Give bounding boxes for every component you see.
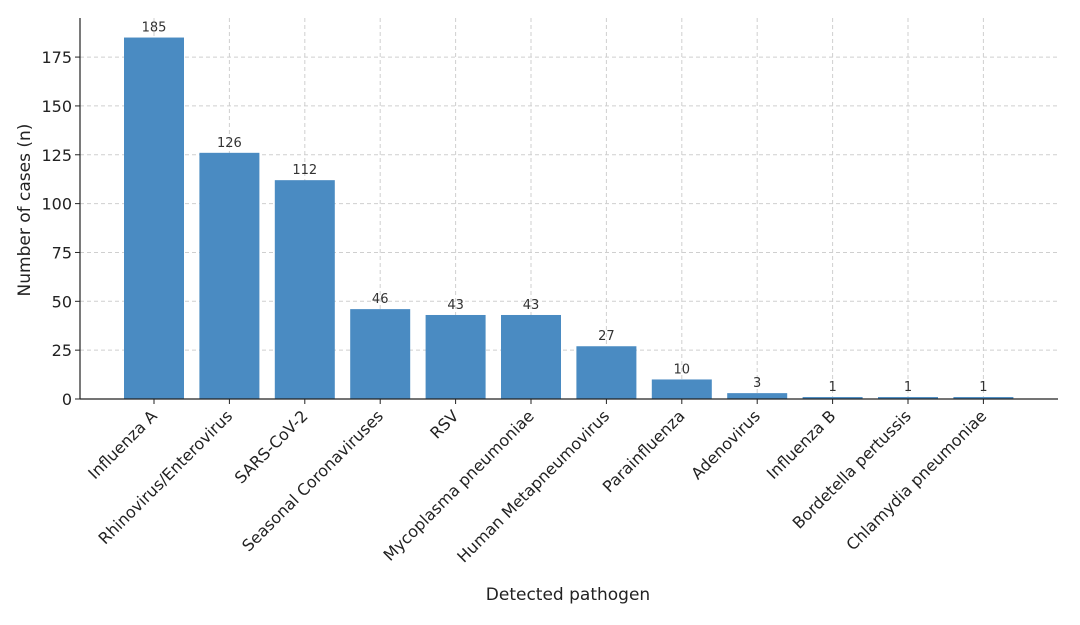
bar-value-label: 126 (217, 136, 242, 151)
bar-value-label: 3 (753, 376, 761, 391)
x-tick-label: Chlamydia pneumoniae (842, 406, 990, 554)
bar-value-label: 1 (904, 380, 912, 395)
bar (576, 346, 637, 399)
bar-value-label: 1 (828, 380, 836, 395)
x-tick-label: Rhinovirus/Enterovirus (95, 406, 237, 548)
bars (124, 37, 1014, 400)
x-tick-label: Influenza A (84, 406, 161, 483)
y-tick-label: 50 (52, 292, 72, 311)
y-tick-label: 150 (41, 97, 72, 116)
bar (425, 314, 486, 399)
bar (274, 180, 335, 399)
bar-value-label: 43 (523, 298, 540, 313)
bar-value-label: 112 (292, 163, 317, 178)
y-tick-label: 125 (41, 146, 72, 165)
bar (651, 379, 712, 399)
axes: 0 25 50 75 100 125 150 175 Influenza ARhinovirus… (41, 18, 1058, 566)
y-axis-title: Number of cases (n) (15, 124, 35, 297)
x-tick-label: Adenovirus (687, 406, 764, 483)
x-tick-label: RSV (426, 406, 462, 442)
bar-value-label: 185 (142, 21, 167, 36)
bar (727, 393, 788, 399)
bar (199, 152, 260, 399)
y-tick-label: 25 (52, 341, 72, 360)
x-tick-label: Seasonal Coronaviruses (238, 406, 387, 555)
bar-value-label: 1 (979, 380, 987, 395)
y-tick-label: 0 (62, 390, 72, 409)
data-labels: 185 126 112 46 43 43 27 10 3 1 1 1 (142, 21, 988, 396)
bar-value-label: 10 (674, 362, 691, 377)
bar (802, 397, 863, 399)
y-tick-label: 175 (41, 48, 72, 67)
x-tick-label: SARS-CoV-2 (231, 406, 312, 487)
y-tick-label: 100 (41, 195, 72, 214)
bar (124, 37, 184, 400)
bar (350, 309, 411, 399)
bar-value-label: 27 (598, 329, 615, 344)
bar (878, 397, 938, 399)
x-tick-label: Human Metapneumovirus (453, 406, 613, 566)
x-tick-label: Mycoplasma pneumoniae (379, 406, 537, 564)
bar (501, 314, 561, 399)
bar-value-label: 43 (447, 298, 464, 313)
bar (953, 397, 1014, 399)
x-tick-label: Influenza B (763, 406, 840, 483)
x-axis-title: Detected pathogen (486, 585, 650, 605)
y-tick-label: 75 (52, 243, 72, 262)
bar-value-label: 46 (372, 292, 389, 307)
